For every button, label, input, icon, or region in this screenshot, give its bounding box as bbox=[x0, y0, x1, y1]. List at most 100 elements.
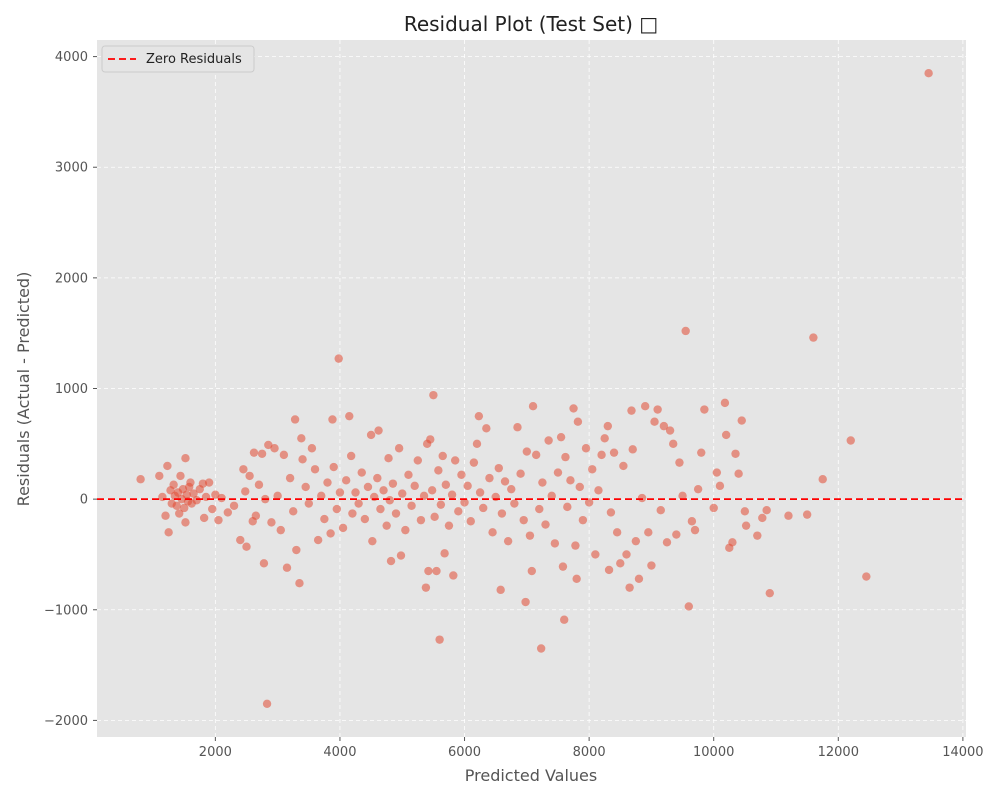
data-point bbox=[527, 566, 537, 576]
data-point bbox=[204, 478, 214, 487]
data-point bbox=[519, 515, 528, 525]
data-point bbox=[360, 514, 370, 524]
data-point bbox=[434, 466, 443, 475]
data-point bbox=[427, 486, 437, 495]
data-point bbox=[659, 421, 669, 431]
data-point bbox=[229, 501, 239, 510]
data-point bbox=[329, 462, 338, 472]
data-point bbox=[282, 563, 292, 572]
data-point bbox=[313, 535, 323, 545]
data-point bbox=[463, 481, 472, 491]
data-point bbox=[136, 475, 145, 484]
y-tick-label: −2000 bbox=[44, 714, 88, 729]
data-point bbox=[341, 476, 351, 485]
data-point bbox=[323, 478, 332, 487]
data-point bbox=[345, 411, 354, 421]
legend: Zero Residuals bbox=[101, 45, 255, 73]
data-point bbox=[430, 512, 439, 522]
data-point bbox=[609, 448, 619, 457]
data-point bbox=[544, 436, 553, 445]
data-point bbox=[584, 498, 594, 507]
data-point bbox=[488, 528, 497, 537]
data-point bbox=[426, 435, 435, 444]
data-point bbox=[357, 468, 366, 477]
data-point bbox=[441, 480, 451, 489]
data-point bbox=[413, 456, 423, 465]
data-point bbox=[573, 417, 583, 426]
data-point bbox=[531, 450, 541, 460]
data-point bbox=[257, 449, 267, 458]
data-point bbox=[276, 525, 285, 535]
data-point bbox=[600, 434, 609, 443]
data-point bbox=[292, 545, 301, 555]
data-point bbox=[569, 404, 578, 413]
data-point bbox=[295, 579, 304, 588]
data-point bbox=[475, 488, 485, 497]
data-point bbox=[525, 531, 535, 540]
data-point bbox=[285, 473, 295, 483]
data-point bbox=[669, 439, 678, 449]
data-point bbox=[391, 509, 401, 518]
data-point bbox=[304, 499, 313, 508]
data-point bbox=[497, 509, 507, 518]
data-point bbox=[675, 458, 684, 467]
data-point bbox=[765, 588, 774, 598]
data-point bbox=[687, 517, 697, 526]
data-point bbox=[653, 405, 662, 414]
data-point bbox=[317, 491, 326, 501]
data-point bbox=[631, 536, 641, 546]
data-point bbox=[474, 411, 484, 421]
data-point bbox=[182, 490, 191, 499]
data-point bbox=[684, 602, 693, 611]
data-point bbox=[715, 481, 725, 491]
data-point bbox=[728, 538, 737, 547]
data-point bbox=[444, 521, 454, 530]
x-tick-label: 12000 bbox=[818, 745, 859, 760]
data-point bbox=[513, 423, 522, 432]
data-point bbox=[556, 432, 566, 442]
data-point bbox=[262, 699, 272, 709]
data-point bbox=[656, 505, 665, 515]
data-point bbox=[619, 461, 628, 471]
data-point bbox=[625, 583, 634, 592]
x-tick-label: 14000 bbox=[942, 745, 983, 760]
data-point bbox=[421, 583, 431, 592]
data-point bbox=[591, 550, 600, 559]
data-point bbox=[521, 597, 530, 607]
data-point bbox=[419, 491, 429, 501]
data-point bbox=[535, 504, 544, 514]
data-point bbox=[640, 402, 650, 411]
chart-title: Residual Plot (Test Set) □ bbox=[404, 12, 658, 36]
y-tick-label: 3000 bbox=[55, 161, 88, 176]
data-point bbox=[236, 535, 245, 545]
data-point bbox=[438, 451, 447, 461]
data-point bbox=[627, 406, 636, 415]
data-point bbox=[578, 515, 588, 525]
data-point bbox=[163, 461, 172, 471]
data-point bbox=[758, 513, 767, 523]
data-point bbox=[384, 454, 393, 463]
data-point bbox=[603, 421, 613, 431]
data-point bbox=[563, 502, 572, 512]
data-point bbox=[571, 541, 580, 550]
y-tick-label: 4000 bbox=[55, 50, 88, 65]
data-point bbox=[376, 504, 385, 514]
data-point bbox=[326, 529, 335, 538]
data-point bbox=[665, 426, 675, 435]
data-point bbox=[460, 498, 469, 507]
data-point bbox=[223, 508, 233, 517]
data-point bbox=[310, 465, 320, 474]
data-point bbox=[290, 415, 300, 424]
x-tick-label: 2000 bbox=[199, 745, 232, 760]
data-point bbox=[528, 402, 538, 411]
data-point bbox=[846, 436, 855, 445]
data-point bbox=[175, 509, 184, 518]
data-point bbox=[270, 444, 279, 453]
data-point bbox=[561, 452, 570, 462]
data-point bbox=[385, 496, 394, 505]
data-point bbox=[211, 490, 220, 499]
data-point bbox=[172, 501, 181, 510]
data-point bbox=[440, 549, 449, 558]
data-point bbox=[398, 489, 407, 498]
data-point bbox=[189, 489, 198, 498]
